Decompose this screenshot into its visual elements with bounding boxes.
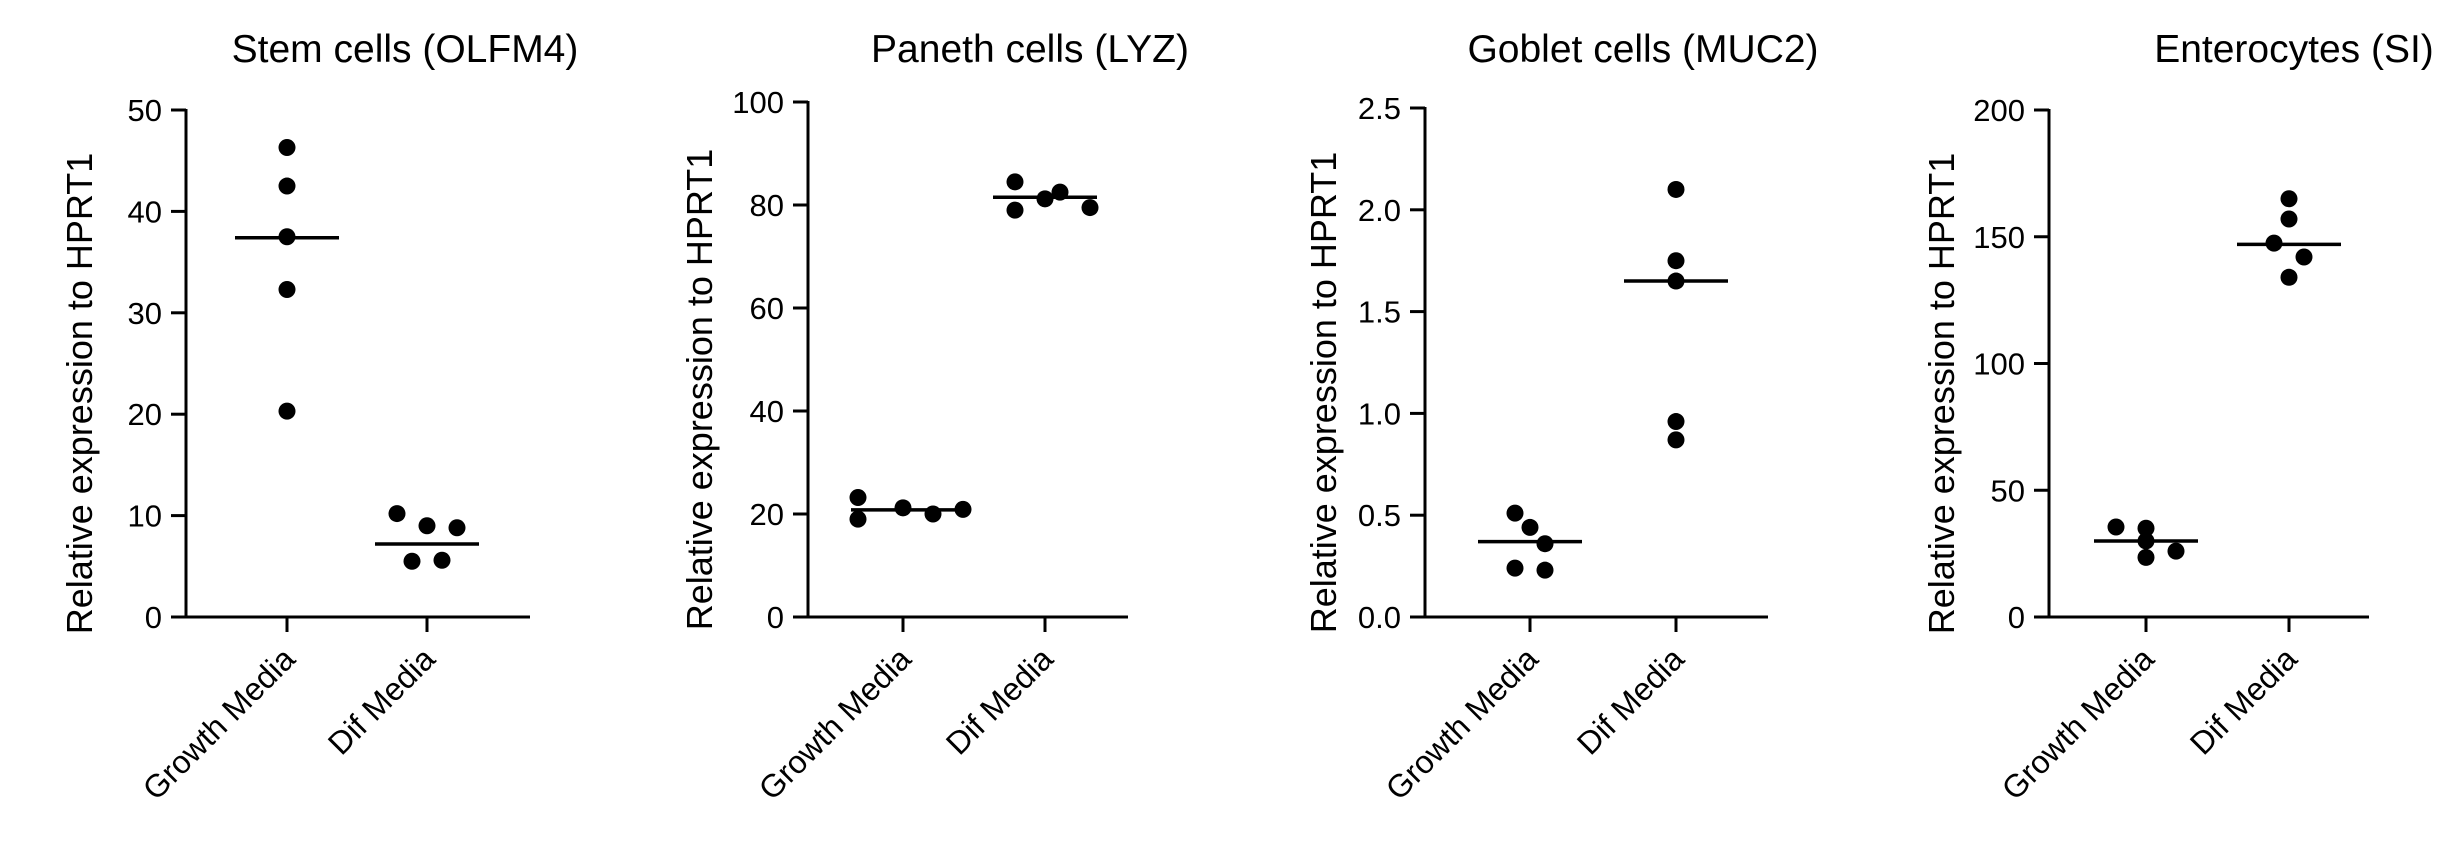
- y-tick-label: 40: [750, 394, 784, 429]
- chart-panel-4: Enterocytes (SI) Relative expression to H…: [1921, 28, 2434, 807]
- y-tick-label: 50: [128, 93, 162, 128]
- data-point: [388, 505, 406, 523]
- data-point: [2295, 248, 2313, 266]
- y-tick-label: 2.0: [1358, 193, 1401, 228]
- y-tick-label: 100: [732, 85, 784, 120]
- y-axis-label: Relative expression to HPRT1: [1921, 153, 1962, 635]
- y-tick-label: 20: [128, 397, 162, 432]
- data-point: [2137, 519, 2155, 537]
- y-tick-label: 60: [750, 291, 784, 326]
- data-point: [1506, 559, 1524, 577]
- chart-panel-2: Paneth cells (LYZ) Relative expression to…: [679, 28, 1189, 807]
- y-axis-label: Relative expression to HPRT1: [59, 153, 100, 635]
- data-point: [1006, 173, 1024, 191]
- data-point: [278, 402, 296, 420]
- y-tick-label: 200: [1973, 93, 2025, 128]
- data-point: [2280, 268, 2298, 286]
- data-point: [1006, 201, 1024, 219]
- chart-title: Stem cells (OLFM4): [232, 28, 579, 71]
- y-tick-label: 0: [767, 600, 784, 635]
- data-point: [924, 505, 942, 523]
- y-tick-label: 2.5: [1358, 91, 1401, 126]
- x-tick-label: Dif Media: [2183, 640, 2304, 761]
- data-point: [894, 499, 912, 517]
- data-point: [278, 177, 296, 195]
- data-point: [433, 551, 451, 569]
- y-tick-label: 0.0: [1358, 600, 1401, 635]
- y-tick-label: 30: [128, 296, 162, 331]
- y-axis-label: Relative expression to HPRT1: [679, 149, 720, 631]
- chart-title: Goblet cells (MUC2): [1467, 28, 1818, 71]
- x-tick-label: Dif Media: [939, 640, 1060, 761]
- y-tick-label: 0: [2008, 600, 2025, 635]
- data-point: [1506, 504, 1524, 522]
- data-point: [448, 519, 466, 537]
- data-point: [1667, 431, 1685, 449]
- data-point: [1667, 413, 1685, 431]
- data-point: [1536, 561, 1554, 579]
- y-tick-label: 50: [1991, 473, 2025, 508]
- x-tick-label: Growth Media: [1379, 640, 1545, 806]
- y-tick-label: 100: [1973, 347, 2025, 382]
- y-tick-label: 0.5: [1358, 498, 1401, 533]
- y-tick-label: 20: [750, 497, 784, 532]
- chart-panel-1: Stem cells (OLFM4) Relative expression to…: [59, 28, 578, 807]
- data-point: [1667, 252, 1685, 270]
- data-point: [2137, 548, 2155, 566]
- data-point: [278, 139, 296, 157]
- data-point: [954, 500, 972, 518]
- x-tick-label: Growth Media: [1995, 640, 2161, 806]
- x-tick-label: Growth Media: [136, 640, 302, 806]
- y-tick-label: 1.0: [1358, 396, 1401, 431]
- chart-panel-3: Goblet cells (MUC2) Relative expression t…: [1303, 28, 1819, 807]
- data-point: [2280, 210, 2298, 228]
- chart-title: Paneth cells (LYZ): [871, 28, 1189, 71]
- data-point: [1536, 535, 1554, 553]
- data-point: [2167, 542, 2185, 560]
- data-point: [1081, 199, 1099, 217]
- data-point: [2280, 190, 2298, 208]
- data-point: [278, 280, 296, 298]
- y-tick-label: 1.5: [1358, 295, 1401, 330]
- y-tick-label: 150: [1973, 220, 2025, 255]
- data-point: [403, 552, 421, 570]
- data-point: [849, 510, 867, 528]
- x-tick-label: Dif Media: [321, 640, 442, 761]
- chart-title: Enterocytes (SI): [2154, 28, 2434, 71]
- x-tick-label: Growth Media: [752, 640, 918, 806]
- x-tick-label: Dif Media: [1570, 640, 1691, 761]
- data-point: [1667, 180, 1685, 198]
- data-point: [2107, 518, 2125, 536]
- data-point: [418, 517, 436, 535]
- y-tick-label: 0: [145, 600, 162, 635]
- data-point: [849, 489, 867, 507]
- y-tick-label: 10: [128, 499, 162, 534]
- data-point: [1521, 518, 1539, 536]
- y-axis-label: Relative expression to HPRT1: [1303, 152, 1344, 634]
- y-tick-label: 80: [750, 188, 784, 223]
- y-tick-label: 40: [128, 194, 162, 229]
